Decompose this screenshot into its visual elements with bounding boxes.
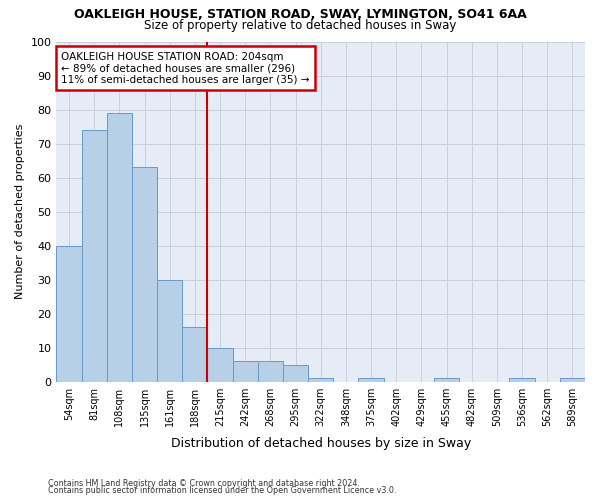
Text: Size of property relative to detached houses in Sway: Size of property relative to detached ho… (144, 18, 456, 32)
Bar (308, 378, 333, 382)
Bar (182, 327, 208, 382)
Bar (358, 378, 383, 382)
Bar (82, 130, 107, 382)
Bar (434, 378, 459, 382)
Text: Contains HM Land Registry data © Crown copyright and database right 2024.: Contains HM Land Registry data © Crown c… (48, 478, 360, 488)
Bar (233, 361, 258, 382)
Bar (283, 364, 308, 382)
Bar (208, 348, 233, 382)
Bar (132, 168, 157, 382)
Bar (258, 361, 283, 382)
Y-axis label: Number of detached properties: Number of detached properties (15, 124, 25, 300)
Text: OAKLEIGH HOUSE, STATION ROAD, SWAY, LYMINGTON, SO41 6AA: OAKLEIGH HOUSE, STATION ROAD, SWAY, LYMI… (74, 8, 526, 20)
Bar (56, 246, 82, 382)
Bar (560, 378, 585, 382)
Text: Contains public sector information licensed under the Open Government Licence v3: Contains public sector information licen… (48, 486, 397, 495)
Bar (107, 113, 132, 382)
Bar (157, 280, 182, 382)
X-axis label: Distribution of detached houses by size in Sway: Distribution of detached houses by size … (170, 437, 471, 450)
Text: OAKLEIGH HOUSE STATION ROAD: 204sqm
← 89% of detached houses are smaller (296)
1: OAKLEIGH HOUSE STATION ROAD: 204sqm ← 89… (61, 52, 310, 85)
Bar (509, 378, 535, 382)
